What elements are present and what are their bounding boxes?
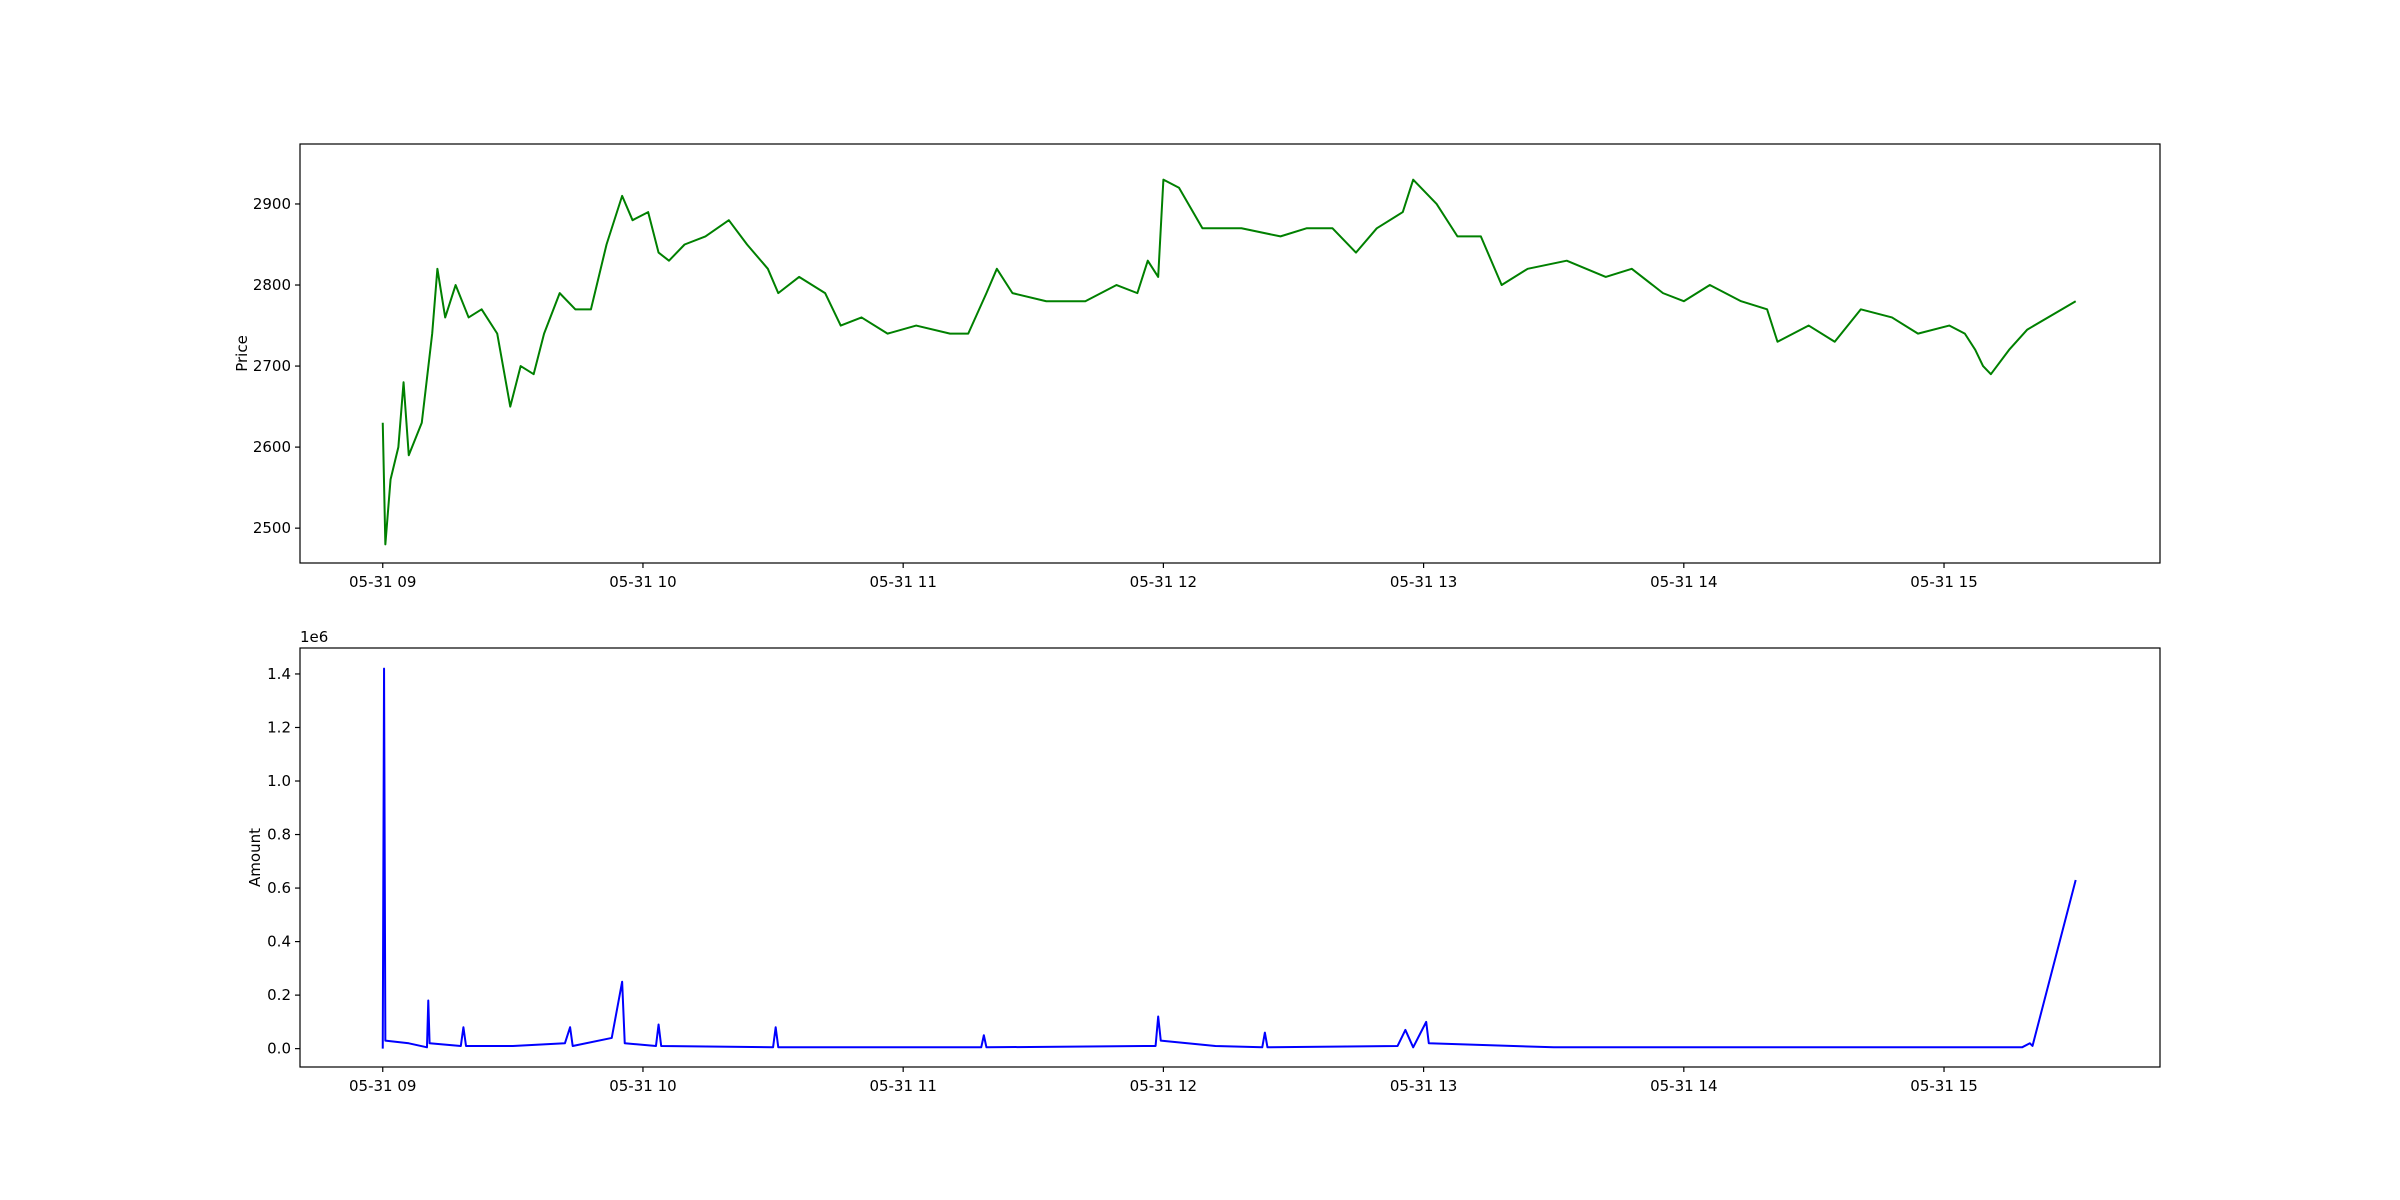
plot-area — [381, 667, 2077, 1049]
axes-frame — [299, 143, 2161, 564]
y-tick-label: 0.6 — [267, 879, 291, 897]
x-tick-label: 05-31 12 — [1130, 1077, 1197, 1095]
y-tick-label: 2600 — [253, 438, 291, 456]
subplot: 05-31 09 05-31 10 05-31 11 05-31 12 05-31 13… — [233, 143, 2161, 591]
axes-frame — [299, 647, 2161, 1068]
x-tick-label: 05-31 11 — [869, 1077, 936, 1095]
y-tick-label: 1.2 — [267, 718, 291, 736]
x-tick-label: 05-31 10 — [609, 1077, 676, 1095]
y-tick-label: 2800 — [253, 276, 291, 294]
axis-offset-text: 1e6 — [300, 628, 328, 646]
y-tick-label: 2700 — [253, 357, 291, 375]
y-tick-label: 1.0 — [267, 772, 291, 790]
y-tick-label: 0.8 — [267, 826, 291, 844]
y-axis-label: Price — [233, 335, 251, 372]
y-tick-label: 1.4 — [267, 665, 291, 683]
x-tick-label: 05-31 13 — [1390, 573, 1457, 591]
x-tick-label: 05-31 13 — [1390, 1077, 1457, 1095]
y-tick-label: 2500 — [253, 519, 291, 537]
y-tick-label: 0.0 — [267, 1040, 291, 1058]
x-tick-label: 05-31 10 — [609, 573, 676, 591]
y-tick-label: 0.4 — [267, 933, 291, 951]
x-tick-label: 05-31 11 — [869, 573, 936, 591]
x-tick-label: 05-31 15 — [1910, 1077, 1977, 1095]
data-line — [381, 178, 2077, 546]
x-tick-label: 05-31 14 — [1650, 573, 1717, 591]
y-tick-label: 0.2 — [267, 986, 291, 1004]
x-tick-label: 05-31 09 — [349, 1077, 416, 1095]
x-tick-label: 05-31 14 — [1650, 1077, 1717, 1095]
x-tick-label: 05-31 15 — [1910, 573, 1977, 591]
data-line — [381, 667, 2077, 1049]
x-tick-label: 05-31 09 — [349, 573, 416, 591]
plot-area — [381, 178, 2077, 546]
subplot: 05-31 09 05-31 10 05-31 11 05-31 12 05-31 13… — [246, 628, 2161, 1095]
x-tick-label: 05-31 12 — [1130, 573, 1197, 591]
y-tick-label: 2900 — [253, 195, 291, 213]
y-axis-label: Amount — [246, 828, 264, 887]
